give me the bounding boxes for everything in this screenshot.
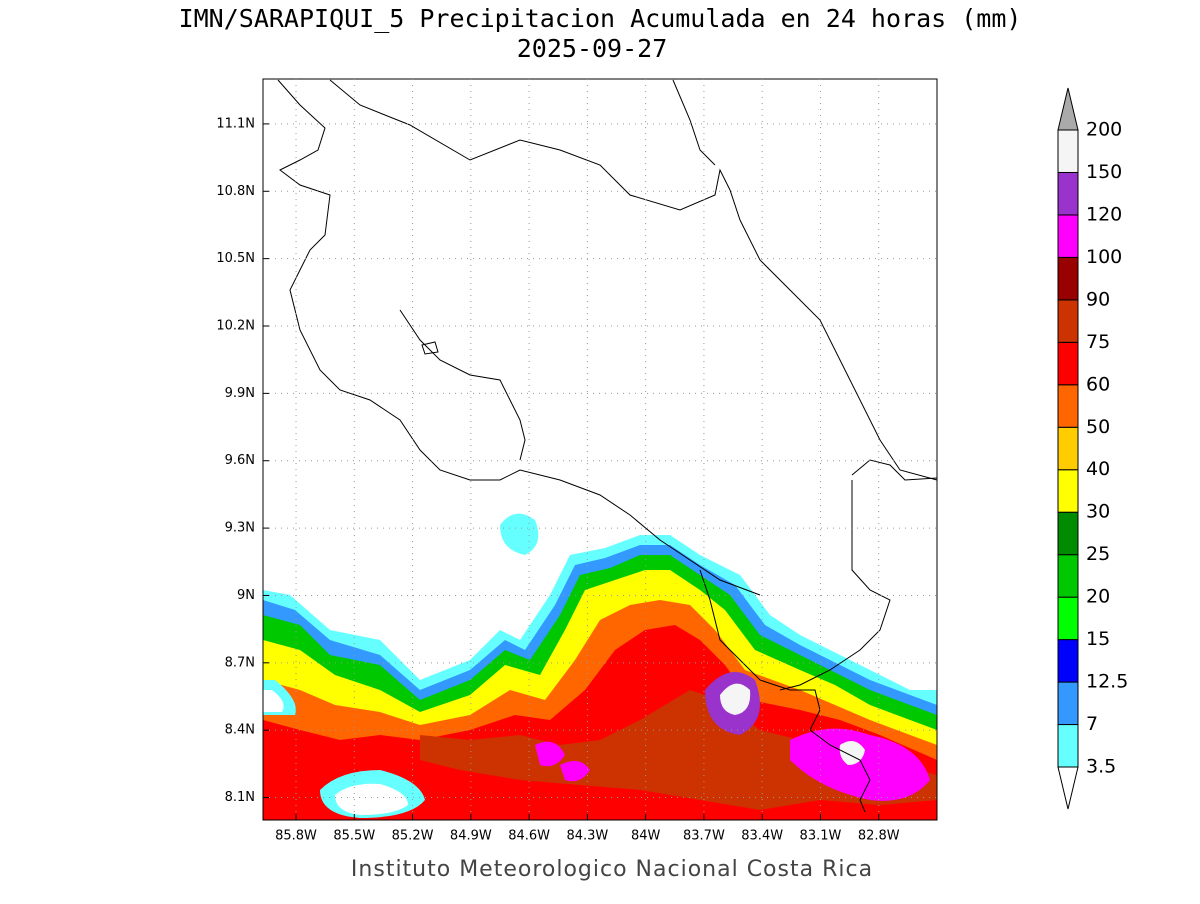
lat-tick-label: 10.2N <box>216 319 255 334</box>
lon-tick-label: 85.5W <box>333 829 375 844</box>
map-frame <box>262 78 938 821</box>
lat-tick-label: 10.5N <box>216 251 255 266</box>
lon-tick-label: 84.6W <box>508 829 550 844</box>
legend-swatch <box>1057 384 1079 428</box>
lon-tick-label: 85.2W <box>392 829 434 844</box>
legend-label: 60 <box>1086 373 1110 395</box>
lon-tick-label: 84.3W <box>566 829 608 844</box>
coastlines <box>277 79 938 813</box>
lat-tick-label: 9.3N <box>225 521 255 536</box>
legend-swatch <box>1057 596 1079 641</box>
legend-label: 30 <box>1086 501 1110 523</box>
lat-tick-label: 8.1N <box>225 790 255 805</box>
legend-label: 12.5 <box>1086 671 1128 693</box>
legend-swatch <box>1057 469 1079 513</box>
legend-label: 3.5 <box>1086 756 1116 778</box>
lat-tick-label: 9.6N <box>225 453 255 468</box>
legend-label: 150 <box>1086 161 1122 183</box>
legend-label: 40 <box>1086 458 1110 480</box>
legend-under <box>1057 766 1079 810</box>
lon-tick-label: 85.8W <box>275 829 317 844</box>
legend-swatch <box>1057 639 1079 683</box>
legend-swatch <box>1057 341 1079 386</box>
legend-label: 20 <box>1086 586 1110 608</box>
legend-label: 90 <box>1086 288 1110 310</box>
legend-swatch <box>1057 511 1079 556</box>
lon-tick-label: 84.9W <box>450 829 492 844</box>
lon-tick-label: 83.1W <box>800 829 842 844</box>
legend-swatch <box>1057 171 1079 216</box>
footer: Instituto Meteorologico Nacional Costa R… <box>351 857 873 882</box>
legend-swatch <box>1057 554 1079 598</box>
lat-tick-label: 11.1N <box>216 116 255 131</box>
legend-label: 200 <box>1086 119 1122 141</box>
lat-tick-label: 9N <box>237 588 255 603</box>
legend-swatch <box>1057 256 1079 301</box>
legend-swatch <box>1057 299 1079 343</box>
legend-label: 120 <box>1086 203 1122 225</box>
title: IMN/SARAPIQUI_5 Precipitacion Acumulada … <box>179 4 1022 33</box>
lat-tick-label: 8.7N <box>225 655 255 670</box>
lon-tick-label: 84W <box>631 829 661 844</box>
legend-label: 50 <box>1086 416 1110 438</box>
legend-label: 75 <box>1086 331 1110 353</box>
legend-swatch <box>1057 724 1079 768</box>
lon-tick-label: 83.4W <box>741 829 783 844</box>
lat-tick-label: 8.4N <box>225 723 255 738</box>
lon-tick-label: 82.8W <box>858 829 900 844</box>
legend-label: 7 <box>1086 713 1098 735</box>
lat-tick-label: 9.9N <box>225 386 255 401</box>
legend-swatch <box>1057 214 1079 258</box>
legend-label: 100 <box>1086 246 1122 268</box>
legend-over <box>1057 87 1079 131</box>
date: 2025-09-27 <box>517 34 668 63</box>
legend-swatch <box>1057 426 1079 471</box>
legend-label: 15 <box>1086 628 1110 650</box>
precip-field <box>263 513 937 820</box>
legend-swatch <box>1057 681 1079 726</box>
legend-label: 25 <box>1086 543 1110 565</box>
legend-swatch <box>1057 129 1079 173</box>
lon-tick-label: 83.7W <box>683 829 725 844</box>
lat-tick-label: 10.8N <box>216 184 255 199</box>
